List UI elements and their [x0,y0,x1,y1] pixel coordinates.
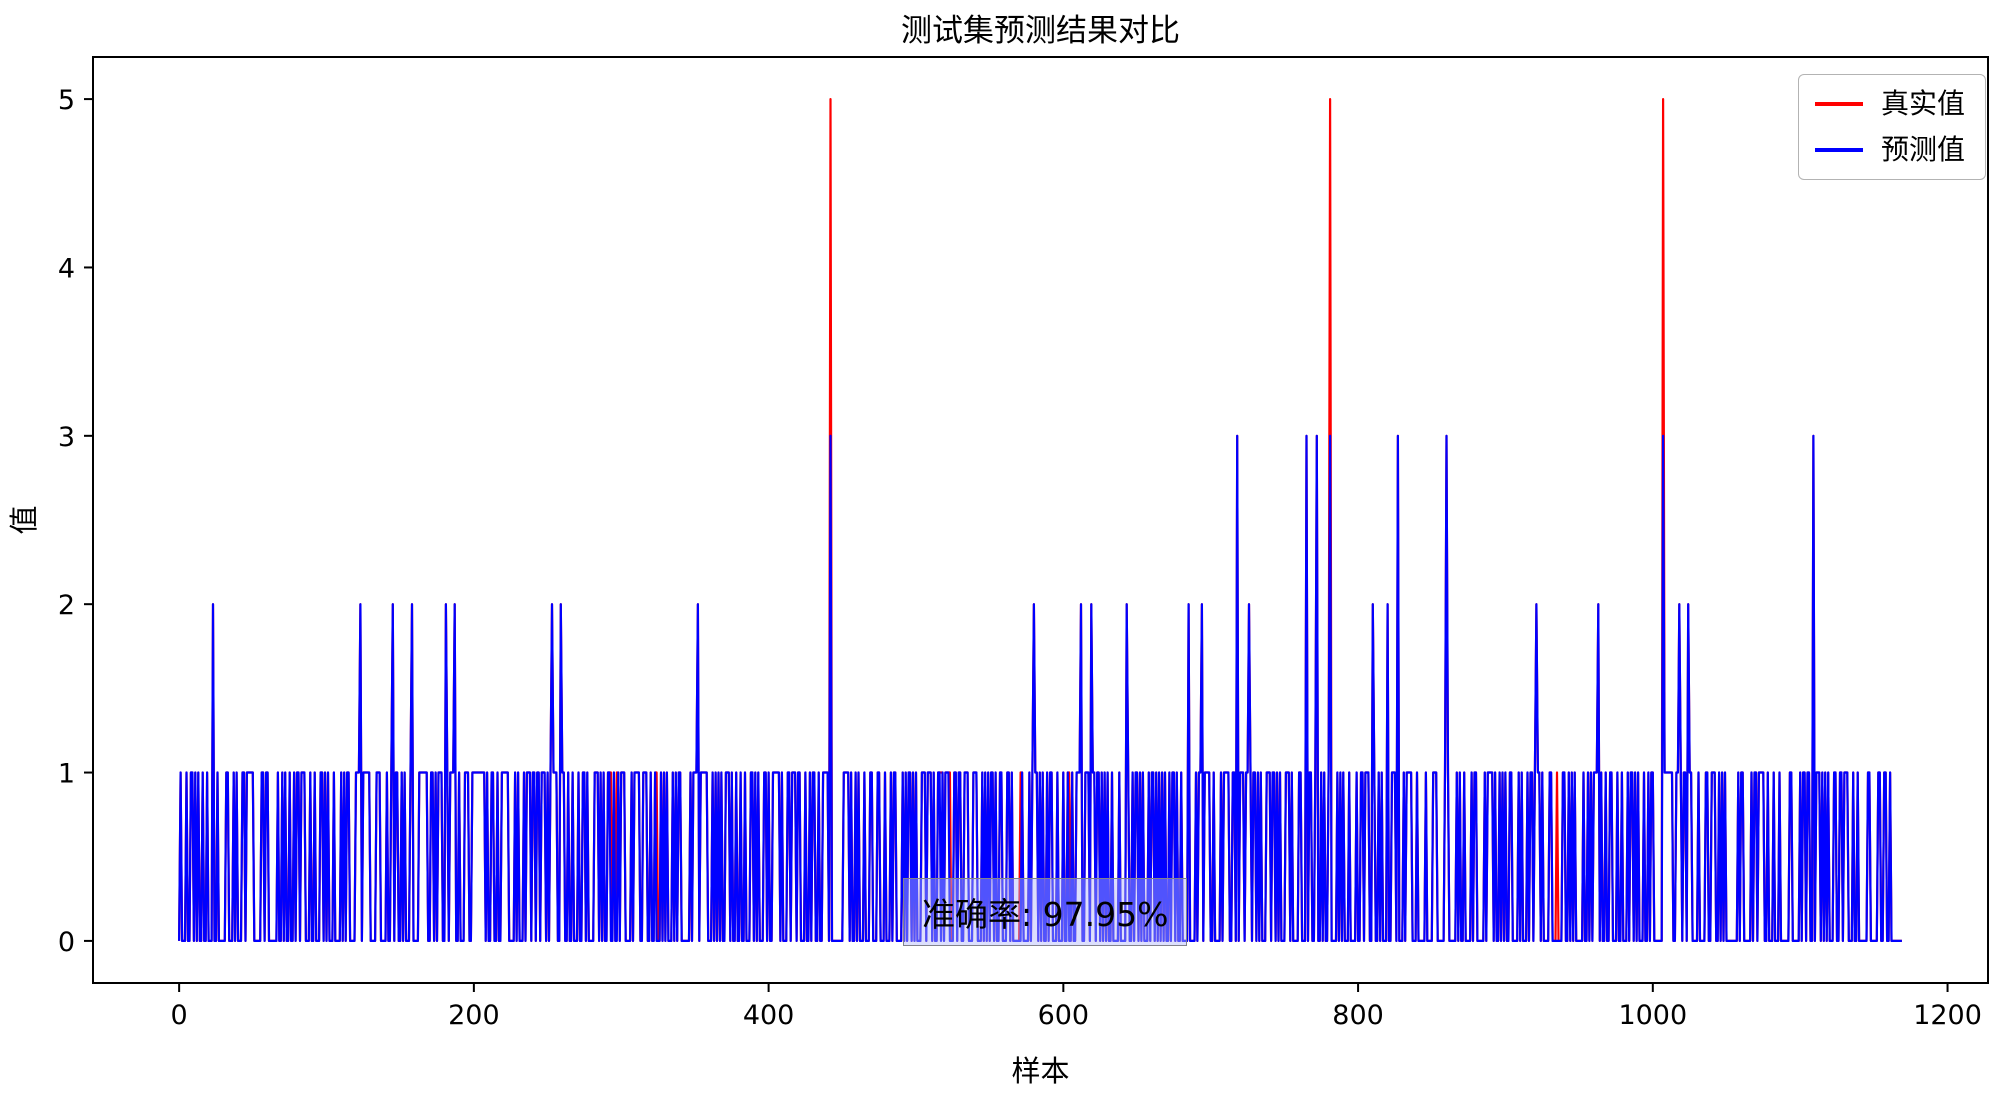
legend-label-true: 真实值 [1880,87,1965,120]
pred-line [178,434,1902,943]
chart-title: 测试集预测结果对比 [901,13,1180,49]
legend-entry-pred: 预测值 [1814,133,1965,167]
y-tick-label: 5 [58,85,75,116]
legend-label-pred: 预测值 [1880,133,1965,166]
y-tick-label: 3 [58,422,75,453]
x-tick-label: 0 [171,1000,188,1031]
y-axis-label: 值 [7,505,41,535]
x-tick-label: 1000 [1618,1000,1687,1031]
x-axis-label: 样本 [1011,1054,1070,1088]
accuracy-annotation: 准确率: 97.95% [903,878,1188,946]
x-tick-label: 200 [448,1000,500,1031]
x-tick-label: 600 [1038,1000,1090,1031]
axes-spines [92,56,1989,984]
legend-entry-true: 真实值 [1814,87,1965,121]
y-tick-label: 0 [58,927,75,958]
x-tick-label: 800 [1332,1000,1384,1031]
y-tick-label: 4 [58,253,75,284]
legend: 真实值 预测值 [1797,74,1986,180]
y-tick-label: 2 [58,590,75,621]
x-tick-label: 1200 [1913,1000,1982,1031]
x-tick-label: 400 [743,1000,795,1031]
legend-line-true-icon [1814,102,1863,106]
legend-line-pred-icon [1814,148,1863,152]
y-tick-label: 1 [58,759,75,790]
